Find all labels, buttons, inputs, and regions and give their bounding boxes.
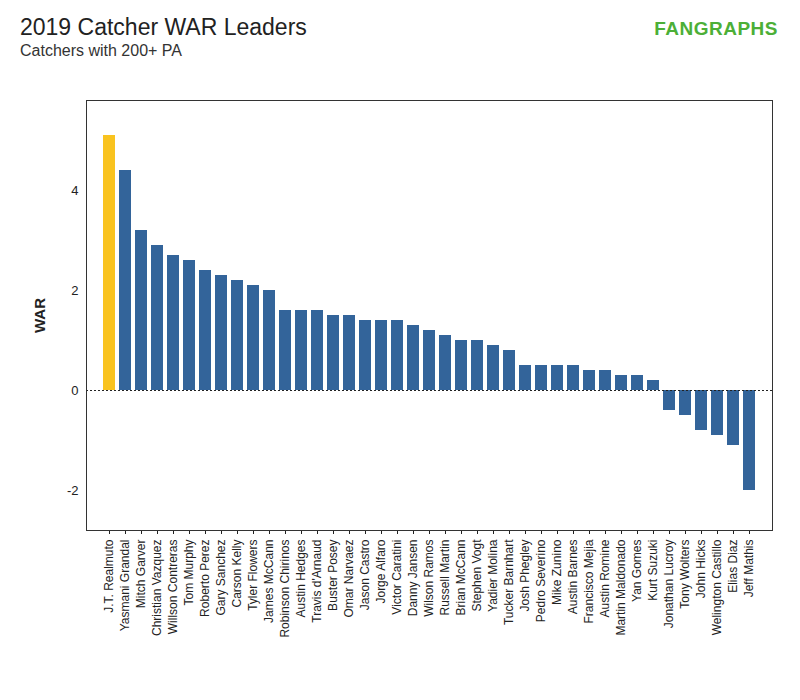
html-text:Catchers with 200+ PA: Catchers with 200+ PA (20, 42, 182, 59)
svg-text:Jason Castro: Jason Castro (358, 539, 372, 610)
svg-text:Roberto Perez: Roberto Perez (198, 540, 212, 617)
svg-text:Victor Caratini: Victor Caratini (390, 540, 404, 615)
svg-text:Tucker Barnhart: Tucker Barnhart (502, 539, 516, 625)
svg-text:Buster Posey: Buster Posey (326, 540, 340, 611)
svg-text:Yadier Molina: Yadier Molina (486, 539, 500, 612)
svg-text:John Hicks: John Hicks (694, 540, 708, 599)
svg-text:Welington Castillo: Welington Castillo (710, 539, 724, 635)
html-text:FANGRAPHS: FANGRAPHS (654, 18, 778, 39)
svg-text:Austin Hedges: Austin Hedges (294, 540, 308, 618)
svg-text:Tyler Flowers: Tyler Flowers (246, 540, 260, 611)
svg-text:Brian McCann: Brian McCann (454, 540, 468, 616)
svg-text:Martin Maldonado: Martin Maldonado (614, 539, 628, 635)
svg-text:Jorge Alfaro: Jorge Alfaro (374, 539, 388, 603)
html-text:2019 Catcher WAR Leaders: 2019 Catcher WAR Leaders (20, 14, 307, 40)
svg-text:Austin Romine: Austin Romine (598, 539, 612, 617)
svg-text:J.T. Realmuto: J.T. Realmuto (102, 539, 116, 613)
svg-text:Travis d'Arnaud: Travis d'Arnaud (310, 540, 324, 623)
svg-text:Mike Zunino: Mike Zunino (550, 539, 564, 605)
svg-text:James McCann: James McCann (262, 540, 276, 623)
svg-text:Christian Vazquez: Christian Vazquez (150, 540, 164, 637)
svg-text:Kurt Suzuki: Kurt Suzuki (646, 540, 660, 601)
svg-text:Mitch Garver: Mitch Garver (134, 540, 148, 609)
svg-text:Tom Murphy: Tom Murphy (182, 540, 196, 606)
svg-text:Elias Diaz: Elias Diaz (726, 540, 740, 593)
svg-text:Gary Sanchez: Gary Sanchez (214, 540, 228, 616)
svg-text:Tony Wolters: Tony Wolters (678, 540, 692, 609)
svg-text:Francisco Mejia: Francisco Mejia (582, 539, 596, 623)
svg-text:Omar Narvaez: Omar Narvaez (342, 540, 356, 618)
svg-text:Jeff Mathis: Jeff Mathis (742, 540, 756, 598)
svg-text:Robinson Chirinos: Robinson Chirinos (278, 540, 292, 638)
svg-text:-2: -2 (67, 483, 79, 498)
svg-text:WAR: WAR (31, 298, 48, 333)
svg-text:Josh Phegley: Josh Phegley (518, 540, 532, 612)
svg-text:2: 2 (71, 283, 78, 298)
svg-text:0: 0 (71, 383, 78, 398)
svg-text:Yan Gomes: Yan Gomes (630, 540, 644, 602)
svg-text:Pedro Severino: Pedro Severino (534, 539, 548, 622)
svg-text:Willson Contreras: Willson Contreras (166, 540, 180, 635)
svg-text:4: 4 (71, 183, 78, 198)
svg-text:Russell Martin: Russell Martin (438, 540, 452, 616)
svg-text:Jonathan Lucroy: Jonathan Lucroy (662, 540, 676, 629)
svg-text:Wilson Ramos: Wilson Ramos (422, 540, 436, 617)
svg-text:Carson Kelly: Carson Kelly (230, 540, 244, 608)
svg-text:Austin Barnes: Austin Barnes (566, 540, 580, 615)
svg-text:Stephen Vogt: Stephen Vogt (470, 539, 484, 612)
svg-text:Yasmani Grandal: Yasmani Grandal (118, 540, 132, 632)
svg-text:Danny Jansen: Danny Jansen (406, 540, 420, 617)
